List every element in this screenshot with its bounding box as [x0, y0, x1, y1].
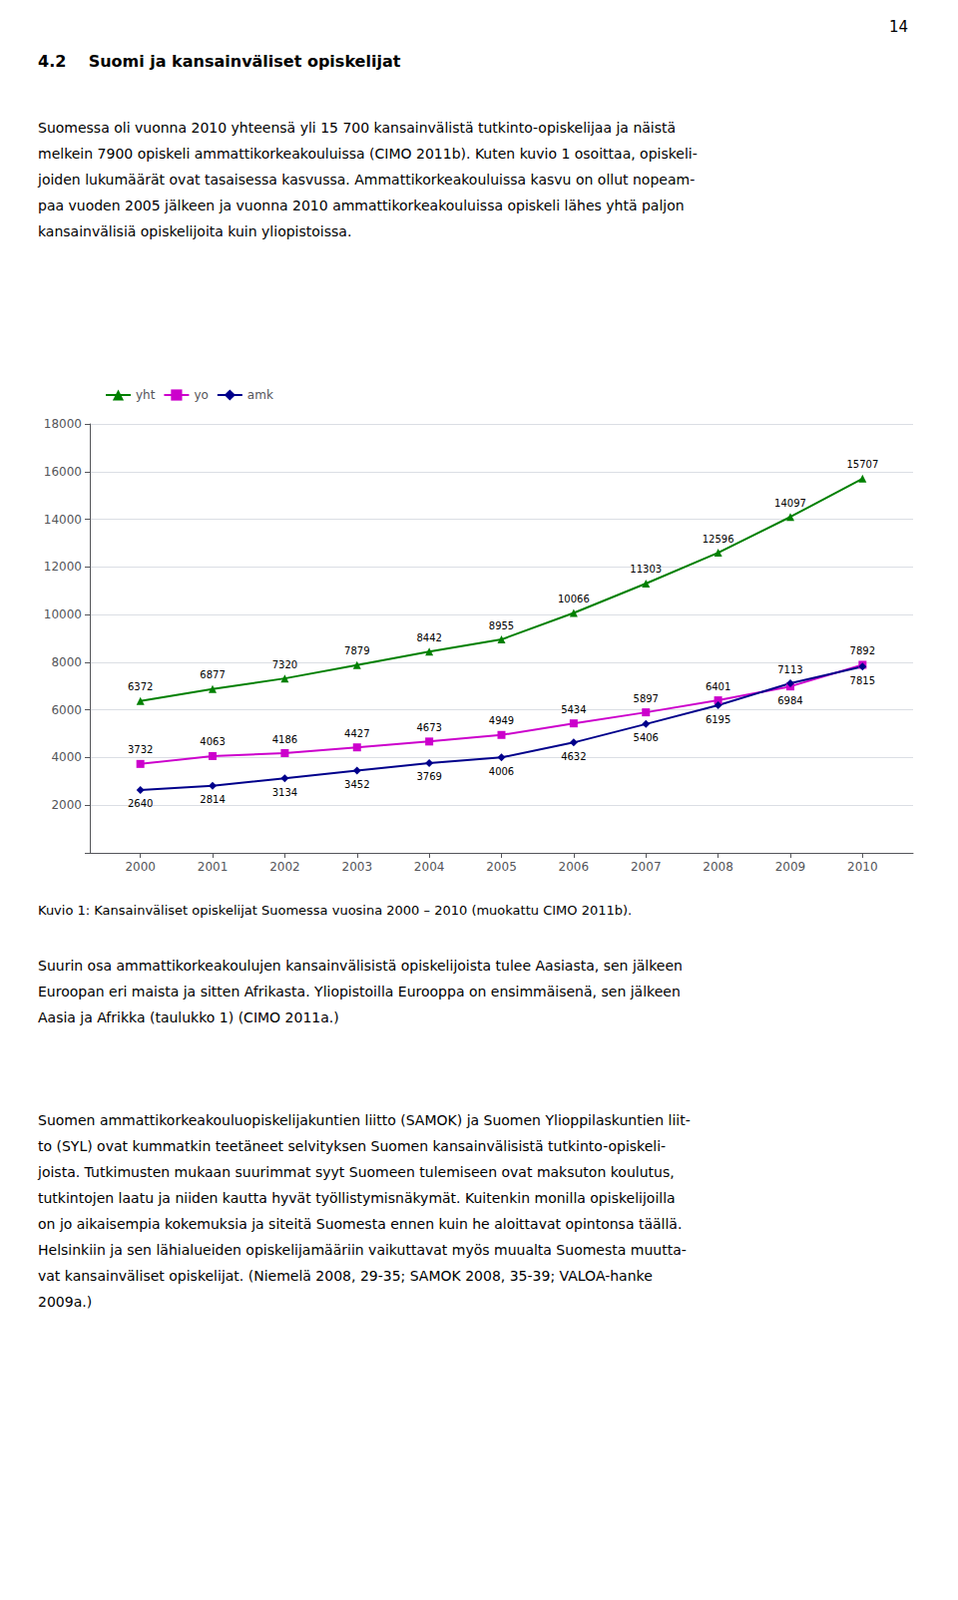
svg-text:amk: amk [247, 388, 274, 403]
html-text:Helsinkiin ja sen lähialueiden: Helsinkiin ja sen lähialueiden opiskelij… [37, 1242, 687, 1259]
svg-text:3134: 3134 [272, 787, 298, 799]
html-text:vat kansainväliset opiskelijat: vat kansainväliset opiskelijat. (Niemelä… [37, 1268, 653, 1285]
svg-text:14000: 14000 [43, 512, 82, 527]
svg-text:yo: yo [193, 388, 208, 403]
html-text:4.2 Suomi ja kansainväliset op: 4.2 Suomi ja kansainväliset opiskelijat [37, 51, 401, 71]
svg-text:2006: 2006 [558, 860, 590, 875]
svg-text:7113: 7113 [777, 664, 803, 676]
svg-text:2000: 2000 [124, 860, 156, 875]
svg-text:4006: 4006 [488, 766, 514, 778]
html-text:melkein 7900 opiskeli ammattik: melkein 7900 opiskeli ammattikorkeakoulu… [37, 145, 698, 162]
svg-text:3769: 3769 [416, 771, 442, 783]
svg-text:12596: 12596 [702, 533, 735, 545]
svg-text:18000: 18000 [43, 417, 82, 432]
svg-text:4427: 4427 [344, 728, 370, 740]
svg-text:5434: 5434 [560, 704, 586, 716]
svg-text:2010: 2010 [847, 860, 879, 875]
html-text:paa vuoden 2005 jälkeen ja vuo: paa vuoden 2005 jälkeen ja vuonna 2010 a… [37, 197, 685, 214]
html-text:Suurin osa ammattikorkeakouluj: Suurin osa ammattikorkeakoulujen kansain… [37, 958, 683, 974]
svg-text:6000: 6000 [50, 703, 82, 718]
svg-text:2003: 2003 [341, 860, 373, 875]
svg-text:2000: 2000 [50, 798, 82, 813]
svg-text:11303: 11303 [629, 563, 662, 575]
svg-text:7892: 7892 [850, 645, 876, 657]
svg-text:6877: 6877 [199, 669, 225, 681]
svg-text:2814: 2814 [199, 794, 225, 806]
html-text:14: 14 [889, 17, 909, 36]
svg-text:6372: 6372 [127, 681, 153, 693]
svg-text:6401: 6401 [705, 681, 731, 693]
svg-text:4000: 4000 [50, 750, 82, 765]
svg-text:2640: 2640 [127, 798, 153, 810]
svg-text:6195: 6195 [705, 714, 731, 726]
svg-text:2001: 2001 [197, 860, 229, 875]
svg-text:2007: 2007 [630, 860, 662, 875]
svg-text:8442: 8442 [416, 632, 442, 644]
html-text:to (SYL) ovat kummatkin teetän: to (SYL) ovat kummatkin teetäneet selvit… [37, 1138, 666, 1155]
html-text:on jo aikaisempia kokemuksia j: on jo aikaisempia kokemuksia ja siteitä … [37, 1216, 682, 1233]
svg-text:12000: 12000 [43, 559, 82, 574]
html-text:Suomen ammattikorkeakouluopisk: Suomen ammattikorkeakouluopiskelijakunti… [37, 1112, 691, 1129]
svg-text:4673: 4673 [416, 722, 442, 734]
svg-text:2005: 2005 [485, 860, 517, 875]
svg-text:yht: yht [135, 388, 156, 403]
svg-text:5406: 5406 [633, 732, 659, 744]
svg-text:2004: 2004 [414, 860, 446, 875]
svg-text:4632: 4632 [560, 751, 586, 763]
svg-text:5897: 5897 [633, 693, 659, 705]
svg-text:8955: 8955 [488, 620, 514, 632]
svg-text:2008: 2008 [702, 860, 734, 875]
html-text:joiden lukumäärät ovat tasaise: joiden lukumäärät ovat tasaisessa kasvus… [37, 171, 695, 188]
html-text:joista. Tutkimusten mukaan suu: joista. Tutkimusten mukaan suurimmat syy… [37, 1164, 675, 1181]
svg-text:7815: 7815 [850, 675, 876, 687]
svg-text:6984: 6984 [777, 695, 803, 707]
html-text:kansainvälisiä opiskelijoita k: kansainvälisiä opiskelijoita kuin yliopi… [37, 223, 352, 240]
html-text:Euroopan eri maista ja sitten: Euroopan eri maista ja sitten Afrikasta.… [37, 983, 681, 1000]
svg-text:4063: 4063 [199, 736, 225, 748]
html-text:Suomessa oli vuonna 2010 yhtee: Suomessa oli vuonna 2010 yhteensä yli 15… [37, 119, 676, 136]
html-text:tutkintojen laatu ja niiden ka: tutkintojen laatu ja niiden kautta hyvät… [37, 1190, 676, 1207]
html-text:Kuvio 1: Kansainväliset opiske: Kuvio 1: Kansainväliset opiskelijat Suom… [37, 903, 632, 919]
svg-text:2002: 2002 [269, 860, 301, 875]
svg-text:4186: 4186 [272, 734, 298, 746]
svg-text:3452: 3452 [344, 779, 370, 791]
svg-text:7879: 7879 [344, 645, 370, 657]
svg-text:7320: 7320 [272, 659, 298, 671]
svg-text:15707: 15707 [846, 459, 879, 471]
svg-text:8000: 8000 [50, 655, 82, 670]
svg-text:4949: 4949 [488, 715, 514, 727]
svg-text:3732: 3732 [127, 744, 153, 756]
svg-text:2009: 2009 [775, 860, 807, 875]
svg-text:10066: 10066 [557, 593, 590, 605]
svg-text:10000: 10000 [43, 607, 82, 622]
html-text:2009a.): 2009a.) [37, 1294, 92, 1311]
html-text:Aasia ja Afrikka (taulukko 1): Aasia ja Afrikka (taulukko 1) (CIMO 2011… [37, 1009, 339, 1026]
svg-text:14097: 14097 [774, 497, 807, 509]
svg-text:16000: 16000 [43, 465, 82, 479]
